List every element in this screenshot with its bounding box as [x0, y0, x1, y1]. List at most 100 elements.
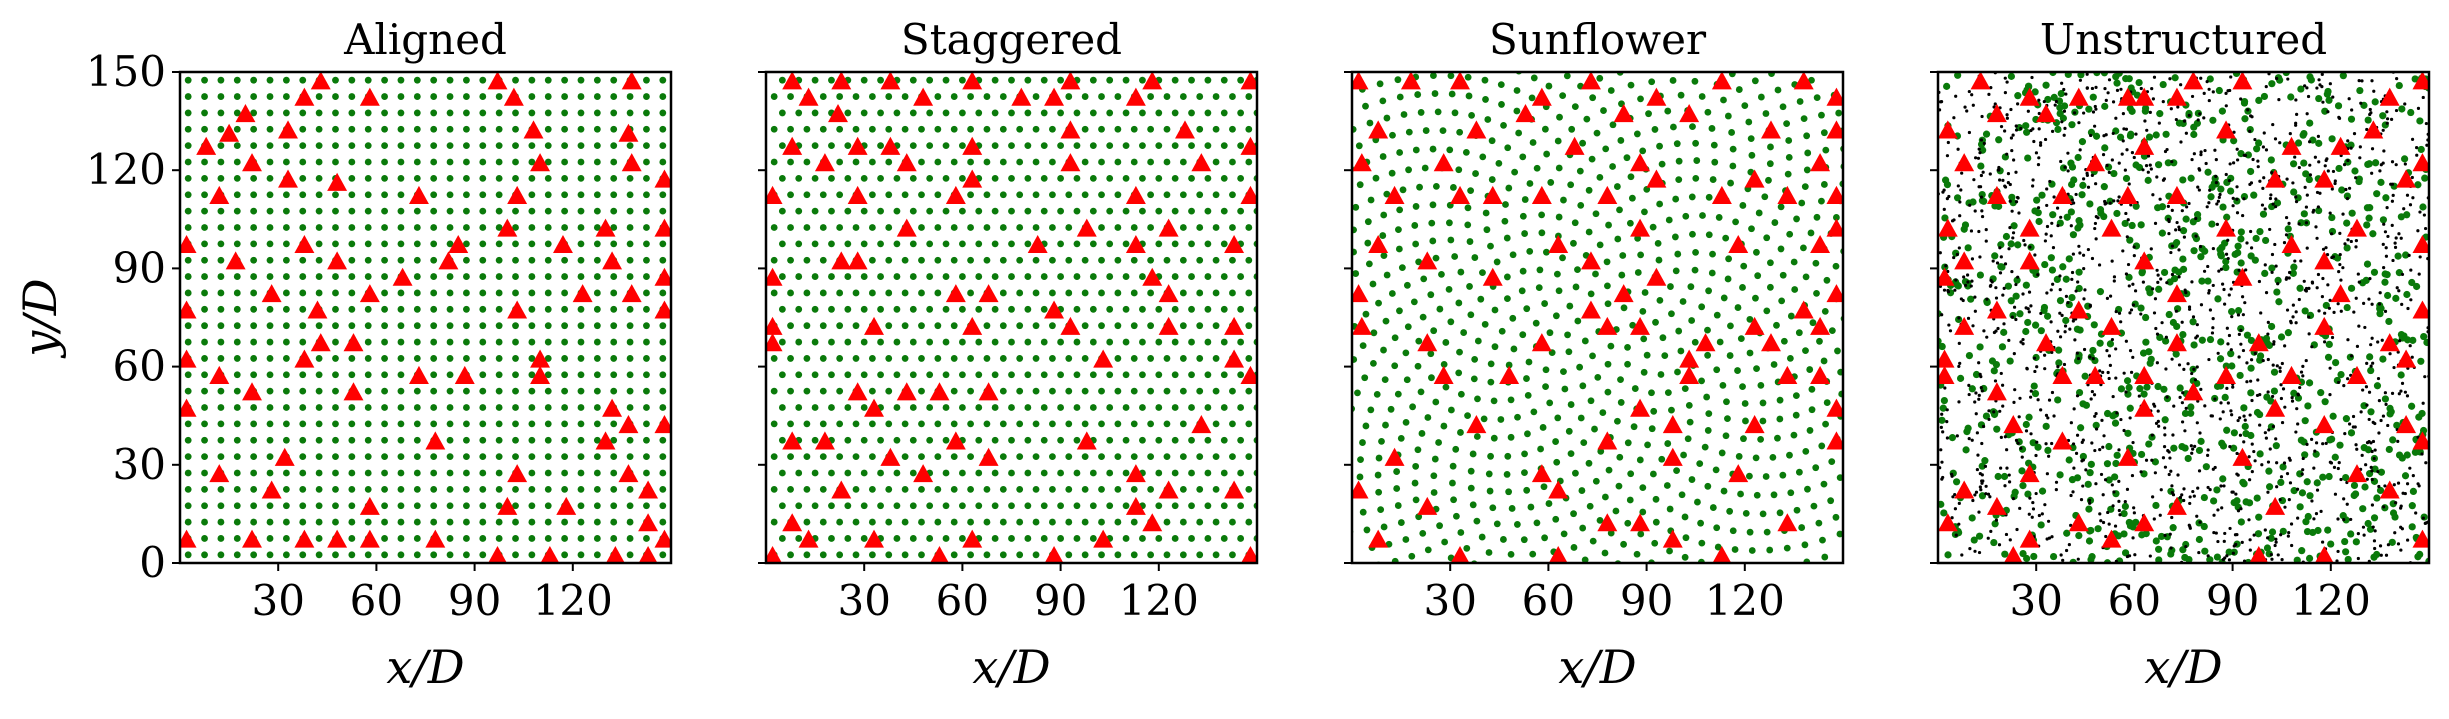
sample-point: [2377, 302, 2382, 306]
selected-turbine-triangle: [1646, 169, 1667, 188]
turbine-dot: [577, 502, 585, 510]
turbine-dot: [1163, 355, 1171, 362]
turbine-dot: [1024, 207, 1032, 215]
turbine-dot: [2074, 153, 2082, 162]
turbine-dot: [1399, 186, 1407, 194]
sample-point: [2217, 195, 2221, 200]
turbine-dot: [610, 338, 618, 346]
turbine-dot: [1739, 383, 1746, 391]
turbine-dot: [852, 289, 860, 297]
turbine-dot: [1672, 267, 1680, 275]
turbine-dot: [1693, 157, 1701, 164]
turbine-dot: [1032, 551, 1040, 559]
turbine-dot: [1532, 319, 1540, 327]
turbine-dot: [2032, 321, 2040, 329]
turbine-dot: [397, 158, 405, 166]
turbine-dot: [770, 485, 778, 493]
turbine-dot: [217, 76, 225, 84]
turbine-dot: [2409, 487, 2418, 495]
turbine-dot: [266, 502, 274, 510]
turbine-dot: [1397, 435, 1405, 442]
turbine-dot: [2260, 92, 2269, 101]
turbine-dot: [1808, 385, 1816, 393]
turbine-dot: [1725, 255, 1733, 263]
turbine-dot: [1220, 76, 1228, 84]
sample-point: [2112, 275, 2117, 279]
turbine-dot: [299, 436, 307, 444]
turbine-dot: [1130, 551, 1138, 559]
turbine-dot: [479, 256, 487, 264]
turbine-dot: [1600, 107, 1607, 114]
turbine-dot: [1759, 510, 1767, 518]
turbine-dot: [1467, 311, 1475, 319]
turbine-dot: [1016, 551, 1024, 559]
turbine-dot: [1809, 319, 1817, 327]
selected-turbine-triangle: [1044, 545, 1064, 563]
sample-point: [2361, 388, 2365, 392]
sample-point: [2219, 401, 2223, 405]
turbine-dot: [1607, 529, 1615, 537]
turbine-dot: [1961, 221, 1970, 229]
turbine-dot: [1570, 510, 1577, 518]
turbine-dot: [1229, 158, 1236, 166]
turbine-dot: [561, 256, 569, 264]
turbine-dot: [332, 322, 339, 330]
turbine-dot: [770, 289, 778, 297]
turbine-dot: [577, 273, 585, 280]
turbine-dot: [1502, 201, 1509, 208]
turbine-dot: [828, 338, 835, 346]
turbine-dot: [2122, 174, 2131, 183]
turbine-dot: [893, 436, 901, 444]
turbine-dot: [1245, 518, 1253, 526]
turbine-dot: [1171, 338, 1179, 346]
turbine-dot: [1446, 219, 1453, 227]
turbine-dot: [413, 76, 421, 84]
turbine-dot: [577, 469, 585, 477]
turbine-dot: [2076, 326, 2084, 334]
turbine-dot: [1943, 181, 1952, 189]
sample-point: [2411, 196, 2415, 200]
turbine-dot: [1486, 487, 1494, 495]
turbine-dot: [926, 142, 934, 150]
turbine-dot: [1793, 506, 1801, 514]
turbine-dot: [828, 273, 835, 280]
turbine-dot: [233, 551, 241, 559]
turbine-dot: [1163, 420, 1171, 428]
turbine-dot: [2325, 340, 2333, 348]
sample-point: [2182, 119, 2187, 123]
turbine-dot: [446, 404, 454, 411]
turbine-dot: [2010, 222, 2018, 230]
turbine-dot: [250, 502, 258, 510]
turbine-dot: [803, 485, 811, 493]
turbine-dot: [643, 289, 650, 297]
sample-point: [2047, 454, 2051, 458]
turbine-dot: [1139, 174, 1146, 182]
turbine-dot: [364, 158, 372, 166]
turbine-dot: [2030, 552, 2038, 561]
turbine-dot: [446, 125, 454, 133]
turbine-dot: [577, 436, 585, 444]
turbine-dot: [1673, 467, 1680, 475]
turbine-dot: [201, 125, 208, 133]
turbine-dot: [893, 469, 901, 477]
turbine-dot: [184, 371, 192, 379]
y-axis-label: y/D: [13, 278, 67, 358]
turbine-dot: [2237, 324, 2245, 333]
sample-point: [2422, 213, 2426, 217]
sample-point: [2061, 558, 2065, 562]
turbine-dot: [2029, 439, 2037, 447]
turbine-dot: [934, 322, 942, 330]
turbine-dot: [1777, 203, 1785, 211]
turbine-dot: [1220, 371, 1228, 379]
turbine-dot: [381, 535, 388, 542]
selected-turbine-triangle: [962, 169, 983, 188]
turbine-dot: [2016, 310, 2024, 318]
turbine-dot: [999, 191, 1007, 199]
turbine-dot: [2125, 273, 2133, 281]
turbine-dot: [2160, 385, 2168, 393]
sample-point: [1965, 273, 1970, 277]
sample-point: [2396, 481, 2401, 485]
sample-point: [2379, 418, 2383, 423]
turbine-dot: [1504, 144, 1512, 152]
selected-turbine-triangle: [1125, 496, 1146, 515]
